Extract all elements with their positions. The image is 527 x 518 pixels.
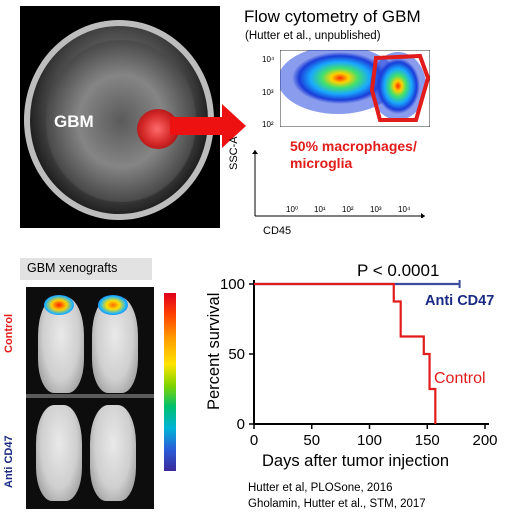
series-line-1 (254, 282, 437, 424)
x-tick-label: 150 (415, 432, 440, 449)
flow-axes (252, 150, 425, 218)
y-axis-label: Percent survival (205, 292, 223, 410)
chart-series (254, 280, 461, 424)
p-value-annotation: P < 0.0001 (357, 261, 439, 281)
chart-axes: 0 50 100 150 200 0 50 100 (220, 276, 498, 449)
bioluminescence-signal (98, 295, 128, 315)
flow-xtick: 10¹ (314, 205, 326, 214)
bioluminescence-signal (44, 295, 74, 315)
flow-x-axis-label: CD45 (263, 225, 292, 237)
flow-ytick: 10⁴ (262, 55, 275, 64)
flow-ytick: 10³ (262, 88, 274, 97)
x-tick-label: 0 (250, 432, 258, 449)
flow-title: Flow cytometry of GBM (244, 7, 421, 26)
flow-xtick: 10⁴ (398, 205, 411, 214)
citation-2: Gholamin, Hutter et al., STM, 2017 (248, 498, 426, 510)
flow-y-axis-label: SSC-A (228, 136, 240, 170)
panel-divider (26, 394, 154, 398)
flow-ytick: 10² (262, 120, 274, 129)
macrophage-annotation-line1: 50% macrophages/ (290, 138, 417, 154)
tumor-label: GBM (54, 112, 94, 131)
macrophage-annotation: 50% macrophages/ microglia (290, 138, 460, 172)
flow-cytometry-plot (280, 50, 430, 127)
mouse-imaging-panel (26, 287, 154, 509)
y-tick-label: 0 (237, 416, 245, 433)
xenograft-header-bg (20, 258, 152, 280)
flow-xtick: 10³ (370, 205, 382, 214)
x-tick-label: 100 (357, 432, 382, 449)
flow-subtitle: (Hutter et al., unpublished) (245, 30, 381, 42)
x-tick-label: 50 (303, 432, 320, 449)
y-tick-label: 100 (220, 276, 245, 293)
treated-group-label: Anti CD47 (3, 435, 15, 488)
arrow-head-icon (222, 104, 246, 148)
treated-mouse-2 (90, 405, 136, 501)
series-label-anti-cd47: Anti CD47 (425, 293, 495, 309)
arrow-right-icon (170, 117, 226, 135)
y-tick-label: 50 (228, 346, 245, 363)
flow-xtick: 10² (342, 205, 354, 214)
macrophage-annotation-line2: microglia (290, 155, 353, 171)
x-axis-label: Days after tumor injection (262, 452, 450, 470)
treated-mouse-1 (36, 405, 82, 501)
citation-1: Hutter et al, PLOSone, 2016 (248, 482, 393, 494)
xenograft-title: GBM xenografts (27, 261, 118, 275)
survival-chart: 0 50 100 150 200 0 50 100 (220, 276, 498, 449)
control-group-label: Control (3, 313, 15, 353)
series-label-control: Control (434, 370, 486, 387)
x-tick-label: 200 (472, 432, 497, 449)
p-value-text: P < 0.0001 (357, 261, 440, 280)
intensity-colorbar (164, 293, 176, 471)
flow-xtick: 10⁰ (286, 205, 299, 214)
